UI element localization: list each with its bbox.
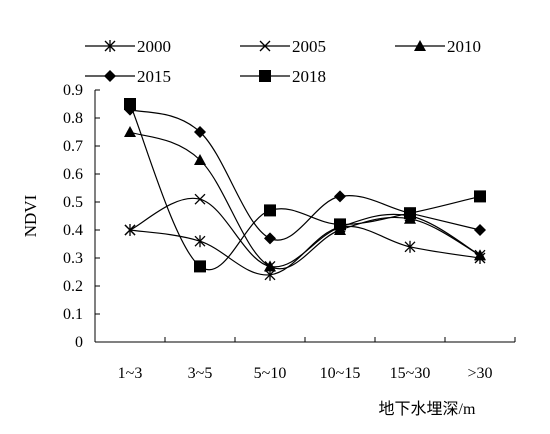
data-point-2018 — [334, 218, 346, 231]
x-tick-label: >30 — [467, 365, 492, 382]
legend-marker — [104, 40, 116, 52]
y-ticks: 0 0.1 0.2 0.3 0.4 0.5 0.6 0.7 0.8 0.9 — [63, 82, 100, 351]
series-markers — [124, 98, 486, 281]
y-tick-label: 0.1 — [63, 306, 83, 323]
legend-item-2005: 2005 — [240, 37, 326, 56]
data-point-2018 — [124, 98, 136, 110]
legend-item-2015: 2015 — [85, 67, 171, 86]
y-tick-label: 0 — [75, 334, 83, 351]
data-point-2005 — [194, 193, 206, 205]
x-tick-label: 1~3 — [118, 365, 143, 382]
axes — [94, 90, 515, 343]
y-tick-label: 0.9 — [63, 82, 83, 99]
legend-marker — [414, 40, 426, 51]
legend-label: 2000 — [137, 37, 171, 56]
legend-item-2010: 2010 — [395, 37, 481, 56]
series-line-2015 — [129, 109, 481, 241]
data-point-2018 — [404, 207, 416, 220]
series-line-2005 — [129, 197, 481, 268]
x-tick-label: 3~5 — [188, 365, 213, 382]
y-tick-label: 0.2 — [63, 278, 83, 295]
legend-item-2000: 2000 — [85, 37, 171, 56]
x-tick-label: 5~10 — [254, 365, 287, 382]
legend-marker — [104, 70, 116, 82]
legend-marker — [259, 40, 271, 52]
x-axis-label: 地下水埋深/m — [379, 400, 476, 418]
y-tick-label: 0.7 — [63, 138, 83, 155]
data-point-2000 — [404, 240, 416, 253]
legend-label: 2010 — [447, 37, 481, 56]
data-point-2015 — [334, 190, 346, 203]
data-point-2018 — [194, 260, 206, 273]
data-point-2015 — [194, 126, 206, 138]
data-point-2010 — [474, 249, 486, 261]
legend-item-2018: 2018 — [240, 67, 326, 86]
legend: 2000 2005 2010 2015 2018 — [85, 37, 481, 86]
x-tick-label: 10~15 — [320, 365, 361, 382]
x-tick-label: 15~30 — [390, 365, 431, 382]
y-tick-label: 0.3 — [63, 250, 83, 267]
data-point-2018 — [264, 204, 276, 217]
series-line-2000 — [129, 225, 481, 276]
y-tick-label: 0.4 — [63, 222, 83, 239]
y-tick-label: 0.8 — [63, 110, 83, 127]
legend-label: 2018 — [292, 67, 326, 86]
data-point-2010 — [124, 126, 136, 137]
data-point-2015 — [264, 232, 276, 245]
series-line-2018 — [129, 103, 481, 271]
y-tick-label: 0.6 — [63, 166, 83, 183]
y-tick-label: 0.5 — [63, 194, 83, 211]
legend-marker — [259, 70, 271, 82]
x-ticks: 1~3 3~5 5~10 10~15 15~30 >30 — [94, 337, 516, 382]
data-point-2018 — [474, 190, 486, 203]
legend-label: 2015 — [137, 67, 171, 86]
data-point-2015 — [474, 224, 486, 236]
legend-label: 2005 — [292, 37, 326, 56]
data-point-2000 — [194, 235, 206, 248]
data-point-2010 — [264, 260, 276, 272]
series-lines — [129, 103, 481, 276]
y-axis-label: NDVI — [21, 194, 40, 237]
data-point-2010 — [194, 154, 206, 165]
data-point-2005 — [124, 224, 136, 236]
